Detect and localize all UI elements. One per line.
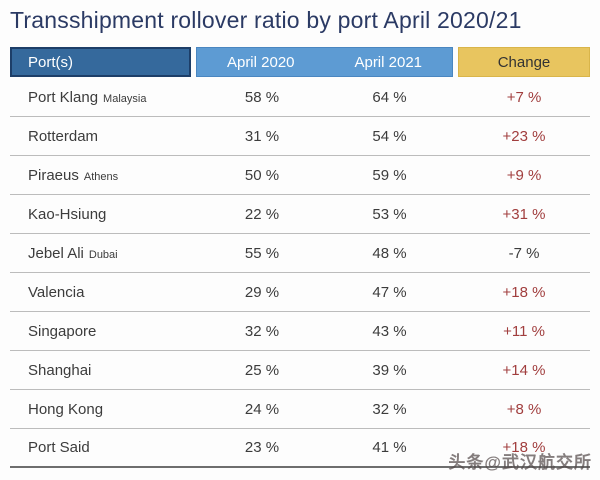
value-april-2021: 47 % (372, 283, 407, 301)
port-cell: Piraeus Athens (10, 167, 198, 184)
table-row: Kao-Hsiung 22 % 53 % +31 % (10, 195, 590, 234)
value-april-2020: 25 % (244, 361, 280, 379)
value-change: +11 % (503, 322, 545, 340)
table-row: Shanghai 25 % 39 % +14 % (10, 351, 590, 390)
value-april-2021: 41 % (372, 439, 407, 456)
table-body: Port Klang Malaysia 58 % 64 % +7 % Rotter… (10, 78, 590, 468)
port-name: Hong Kong (28, 400, 104, 418)
value-april-2020: 22 % (244, 205, 280, 223)
header-ports: Port(s) (10, 47, 191, 77)
value-april-2021: 43 % (372, 322, 407, 340)
table-row: Valencia 29 % 47 % +18 % (10, 273, 590, 312)
value-change: -7 % (508, 244, 540, 262)
table-row: Piraeus Athens 50 % 59 % +9 % (10, 156, 590, 195)
port-name: Valencia (28, 283, 85, 301)
port-name: Shanghai (28, 361, 92, 379)
page-title: Transshipment rollover ratio by port Apr… (10, 7, 522, 33)
value-april-2021: 39 % (372, 361, 407, 379)
value-change: +7 % (506, 88, 542, 106)
port-name: Piraeus (28, 166, 79, 184)
value-april-2021: 32 % (372, 400, 407, 418)
table-row: Singapore 32 % 43 % +11 % (10, 312, 590, 351)
value-change: +23 % (502, 127, 546, 145)
table-row: Hong Kong 24 % 32 % +8 % (10, 390, 590, 429)
port-cell: Hong Kong (10, 401, 198, 418)
value-change: +14 % (502, 361, 546, 379)
port-cell: Jebel Ali Dubai (10, 245, 198, 262)
value-change: +8 % (506, 400, 542, 418)
value-april-2021: 64 % (372, 88, 407, 106)
value-april-2020: 23 % (244, 439, 280, 456)
port-sublabel: Malaysia (103, 92, 147, 105)
port-name: Rotterdam (28, 127, 99, 145)
port-sublabel: Athens (83, 170, 119, 183)
port-name: Port Said (28, 439, 90, 456)
value-change: +9 % (506, 166, 542, 184)
table-row: Rotterdam 31 % 54 % +23 % (10, 117, 590, 156)
port-sublabel: Dubai (88, 248, 118, 261)
table-row: Port Said 23 % 41 % +18 % (10, 429, 590, 468)
port-cell: Kao-Hsiung (10, 206, 198, 223)
table-row: Jebel Ali Dubai 55 % 48 % -7 % (10, 234, 590, 273)
value-change: +18 % (502, 283, 546, 301)
value-april-2020: 29 % (244, 283, 280, 301)
header-april-2021: April 2021 (354, 53, 423, 71)
port-name: Port Klang (28, 88, 99, 106)
value-change: +31 % (502, 205, 546, 223)
header-april-2020: April 2020 (226, 53, 295, 71)
port-cell: Rotterdam (10, 128, 198, 145)
header-months: April 2020 April 2021 (196, 47, 453, 77)
port-name: Kao-Hsiung (28, 205, 107, 223)
value-april-2021: 54 % (372, 127, 407, 145)
value-april-2020: 32 % (244, 322, 280, 340)
value-april-2020: 24 % (244, 400, 280, 418)
value-april-2021: 48 % (372, 244, 407, 262)
value-april-2020: 58 % (244, 88, 280, 106)
value-april-2021: 59 % (372, 166, 407, 184)
header-change: Change (458, 47, 590, 77)
value-april-2020: 31 % (244, 127, 280, 145)
value-april-2020: 50 % (244, 166, 280, 184)
port-cell: Valencia (10, 284, 198, 301)
table-row: Port Klang Malaysia 58 % 64 % +7 % (10, 78, 590, 117)
port-cell: Port Said (10, 439, 198, 456)
port-name: Singapore (28, 322, 97, 340)
port-name: Jebel Ali (28, 244, 84, 262)
value-april-2020: 55 % (244, 244, 280, 262)
watermark: 头条@武汉航交所 (448, 453, 592, 472)
value-april-2021: 53 % (372, 205, 407, 223)
port-cell: Port Klang Malaysia (10, 89, 198, 106)
value-change: +18 % (502, 439, 546, 456)
port-cell: Shanghai (10, 362, 198, 379)
port-cell: Singapore (10, 323, 198, 340)
